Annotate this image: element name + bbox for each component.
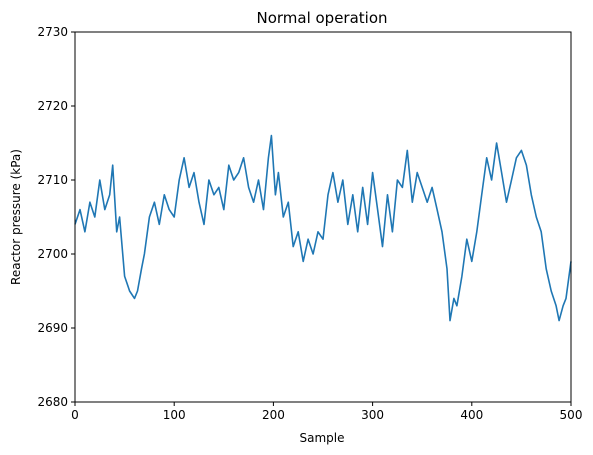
x-tick-label: 300 xyxy=(361,408,384,422)
x-axis-label: Sample xyxy=(300,431,345,445)
y-tick-label: 2730 xyxy=(37,25,68,39)
y-axis-label: Reactor pressure (kPa) xyxy=(9,149,23,285)
y-tick-label: 2680 xyxy=(37,395,68,409)
x-tick-label: 100 xyxy=(163,408,186,422)
x-axis: 0 100 200 300 400 500 xyxy=(71,402,582,422)
x-tick-label: 0 xyxy=(71,408,79,422)
y-tick-label: 2710 xyxy=(37,173,68,187)
plot-area: 0 100 200 300 400 500 2680 2690 2700 2710 2720 273… xyxy=(37,25,582,422)
plot-frame xyxy=(74,31,572,403)
x-tick-label: 400 xyxy=(460,408,483,422)
x-tick-label: 500 xyxy=(560,408,583,422)
y-tick-label: 2700 xyxy=(37,247,68,261)
y-axis: 2680 2690 2700 2710 2720 2730 xyxy=(37,25,75,409)
series-line xyxy=(74,134,572,322)
x-tick-label: 200 xyxy=(262,408,285,422)
series-layer xyxy=(74,134,572,322)
chart-title: Normal operation xyxy=(256,9,387,27)
y-tick-label: 2720 xyxy=(37,99,68,113)
y-tick-label: 2690 xyxy=(37,321,68,335)
